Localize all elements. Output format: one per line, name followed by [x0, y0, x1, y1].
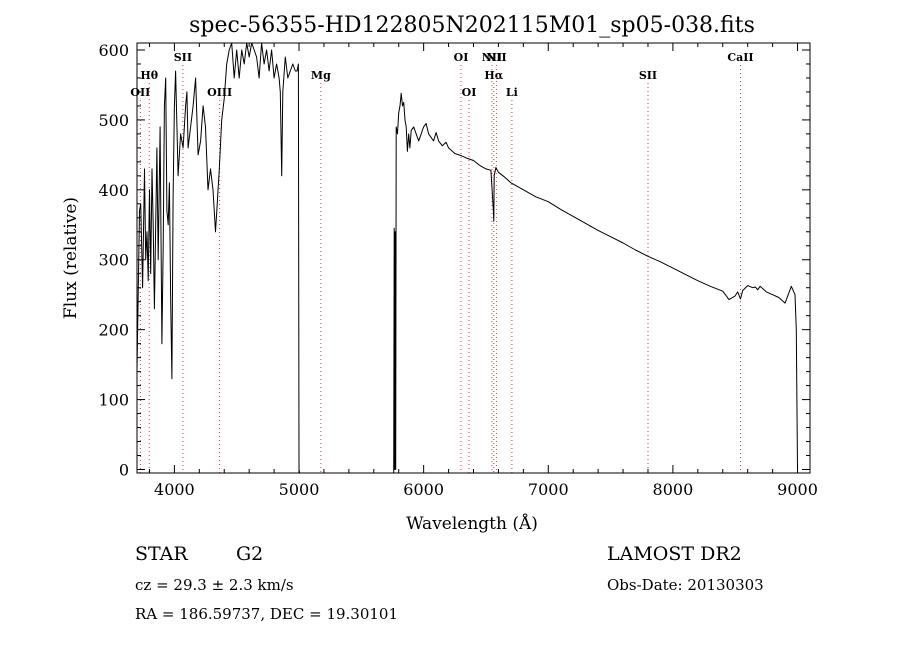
x-tick-label: 5000 [279, 480, 320, 499]
x-axis-ticks: 4000 5000 6000 7000 8000 9000 [148, 43, 818, 499]
y-tick-label: 100 [98, 391, 129, 410]
x-tick-label: 4000 [154, 480, 195, 499]
plot-frame [136, 42, 811, 474]
spectral-line-markers: OII Hθ SII OIII Mg OI OI NII Hα NII Li SII CaII [130, 51, 754, 473]
y-tick-label: 400 [98, 181, 129, 200]
spectral-line-label: NII [486, 51, 506, 64]
spectral-line-label: Hθ [140, 69, 158, 82]
x-tick-label: 9000 [777, 480, 818, 499]
spectral-line-label: Hα [484, 69, 503, 82]
survey-name: LAMOST DR2 [607, 543, 742, 565]
chart-title: spec-56355-HD122805N202115M01_sp05-038.f… [189, 13, 755, 38]
spectral-line-label: OI [462, 86, 477, 99]
redshift-text: cz = 29.3 ± 2.3 km/s [135, 576, 294, 594]
spectral-line-label: CaII [727, 51, 753, 64]
x-axis-label: Wavelength (Å) [406, 513, 538, 534]
spectrum-series [136, 42, 798, 474]
y-tick-label: 300 [98, 251, 129, 270]
coordinates-text: RA = 186.59737, DEC = 19.30101 [135, 605, 398, 623]
obs-date: Obs-Date: 20130303 [607, 576, 764, 594]
x-tick-label: 7000 [528, 480, 569, 499]
object-class: STAR [135, 543, 188, 565]
y-tick-label: 0 [119, 461, 129, 480]
x-tick-label: 6000 [403, 480, 444, 499]
spectral-line-label: Mg [311, 69, 331, 82]
y-axis-label: Flux (relative) [61, 197, 81, 319]
spectrum-line [136, 42, 798, 474]
spectral-line-label: SII [174, 51, 192, 64]
x-tick-label: 8000 [653, 480, 694, 499]
y-axis-ticks: 0 100 200 300 400 500 600 [98, 41, 810, 480]
y-tick-label: 500 [98, 111, 129, 130]
object-subclass: G2 [236, 543, 263, 565]
spectral-line-label: Li [506, 86, 518, 99]
spectral-line-label: SII [639, 69, 657, 82]
spectral-line-label: OIII [207, 86, 232, 99]
y-tick-label: 600 [98, 41, 129, 60]
spectral-line-label: OII [130, 86, 150, 99]
y-tick-label: 200 [98, 321, 129, 340]
spectral-line-label: NII [482, 51, 502, 64]
spectral-line-label: OI [454, 51, 469, 64]
